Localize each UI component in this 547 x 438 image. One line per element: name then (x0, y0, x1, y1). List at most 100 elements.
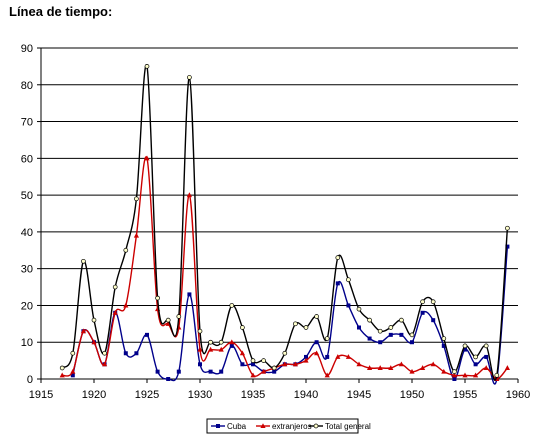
data-point-extranjeros-1918 (70, 368, 76, 374)
y-tick-label-80: 80 (21, 80, 33, 92)
data-point-cuba-1931 (208, 369, 213, 374)
data-point-total-general-1951 (420, 299, 425, 305)
data-point-extranjeros-1930 (197, 346, 203, 352)
data-point-extranjeros-1941 (314, 350, 320, 356)
data-point-total-general-1927 (165, 317, 171, 323)
data-point-total-general-1939 (293, 321, 298, 327)
x-tick-label-1955: 1955 (453, 389, 477, 401)
data-point-cuba-1956 (473, 362, 478, 367)
data-point-total-general-1959 (505, 225, 510, 231)
data-point-extranjeros-1950 (409, 368, 415, 374)
y-axis-ticks: 0 10 20 30 40 50 60 70 80 90 (21, 43, 41, 386)
data-point-cuba-1949 (399, 332, 404, 337)
data-point-cuba-1943 (335, 281, 340, 286)
data-point-total-general-1958 (494, 372, 500, 378)
data-point-cuba-1957 (484, 354, 489, 359)
data-point-cuba-1923 (123, 351, 128, 356)
data-point-extranjeros-1922 (112, 310, 118, 315)
data-point-extranjeros-1945 (356, 361, 362, 367)
data-point-cuba-1937 (272, 369, 277, 374)
data-point-extranjeros-1943 (335, 354, 341, 359)
legend-marker-total-general (313, 423, 319, 429)
y-tick-label-30: 30 (21, 264, 33, 276)
x-tick-label-1950: 1950 (400, 389, 424, 401)
data-point-extranjeros-1954 (451, 372, 457, 378)
data-point-total-general-1950 (409, 332, 415, 338)
data-point-cuba-1951 (420, 310, 425, 315)
data-point-cuba-1918 (70, 373, 75, 378)
data-point-total-general-1930 (197, 328, 203, 334)
data-point-extranjeros-1932 (218, 346, 224, 352)
data-point-cuba-1952 (431, 318, 436, 323)
series-line-total-general (61, 64, 509, 381)
data-point-extranjeros-1934 (239, 350, 245, 356)
data-point-cuba-1954 (452, 377, 457, 381)
data-point-total-general-1922 (112, 284, 118, 290)
data-point-total-general-1932 (218, 339, 224, 345)
y-tick-label-50: 50 (21, 190, 33, 202)
data-point-total-general-1946 (367, 317, 372, 323)
data-point-cuba-1934 (240, 362, 245, 367)
y-tick-label-90: 90 (21, 43, 33, 55)
x-tick-label-1920: 1920 (82, 389, 106, 401)
y-tick-label-10: 10 (21, 337, 33, 349)
data-point-total-general-1926 (155, 295, 160, 301)
data-point-cuba-1935 (251, 362, 255, 367)
data-point-cuba-1932 (219, 369, 224, 374)
data-point-extranjeros-1924 (133, 232, 139, 238)
x-tick-label-1960: 1960 (506, 389, 530, 401)
data-point-extranjeros-1938 (282, 361, 288, 367)
data-point-total-general-1952 (430, 299, 436, 305)
data-point-total-general-1949 (399, 317, 404, 323)
data-point-cuba-1941 (314, 340, 319, 345)
data-point-cuba-1959 (505, 244, 510, 249)
y-tick-label-20: 20 (21, 300, 33, 312)
data-point-cuba-1947 (378, 340, 383, 345)
legend-marker-cuba (216, 424, 220, 428)
y-tick-label-60: 60 (21, 153, 33, 165)
data-point-total-general-1942 (324, 336, 330, 341)
gridlines (41, 47, 518, 343)
data-point-cuba-1933 (229, 343, 234, 348)
data-point-cuba-1945 (357, 325, 361, 330)
data-point-total-general-1934 (240, 325, 245, 330)
data-point-total-general-1956 (473, 354, 478, 360)
data-point-total-general-1944 (346, 277, 351, 283)
x-tick-label-1930: 1930 (188, 389, 212, 401)
y-tick-label-0: 0 (27, 374, 33, 386)
series-line-extranjeros (61, 156, 508, 380)
data-point-cuba-1948 (388, 332, 393, 337)
series-line-cuba (72, 246, 509, 385)
data-point-extranjeros-1951 (420, 365, 426, 370)
data-point-total-general-1953 (441, 336, 447, 341)
series-cuba (70, 244, 510, 385)
data-point-total-general-1941 (314, 314, 319, 319)
data-point-extranjeros-1929 (186, 192, 192, 198)
data-point-extranjeros-1919 (80, 328, 86, 334)
data-point-total-general-1928 (176, 314, 182, 319)
data-point-total-general-1920 (91, 317, 97, 323)
data-point-extranjeros-1933 (229, 339, 235, 345)
data-point-extranjeros-1925 (144, 155, 150, 161)
y-tick-label-40: 40 (21, 227, 33, 239)
x-tick-label-1915: 1915 (29, 389, 53, 401)
data-point-total-general-1935 (250, 358, 256, 363)
data-point-total-general-1918 (70, 350, 76, 356)
data-point-total-general-1931 (208, 339, 213, 345)
data-point-extranjeros-1942 (324, 372, 330, 378)
chart-title: Línea de tiempo: (9, 4, 113, 19)
data-point-total-general-1945 (356, 306, 362, 312)
x-tick-label-1945: 1945 (347, 389, 371, 401)
data-point-total-general-1954 (452, 369, 457, 374)
data-point-extranjeros-1931 (208, 346, 214, 352)
legend-label-extranjeros: extranjeros (272, 422, 312, 431)
data-point-extranjeros-1952 (430, 361, 436, 367)
data-point-total-general-1921 (102, 350, 107, 356)
data-point-extranjeros-1936 (261, 368, 267, 374)
x-tick-label-1925: 1925 (135, 389, 159, 401)
x-tick-label-1935: 1935 (241, 389, 265, 401)
data-point-extranjeros-1935 (250, 372, 256, 378)
data-point-extranjeros-1940 (303, 357, 309, 363)
data-point-cuba-1929 (187, 292, 192, 297)
